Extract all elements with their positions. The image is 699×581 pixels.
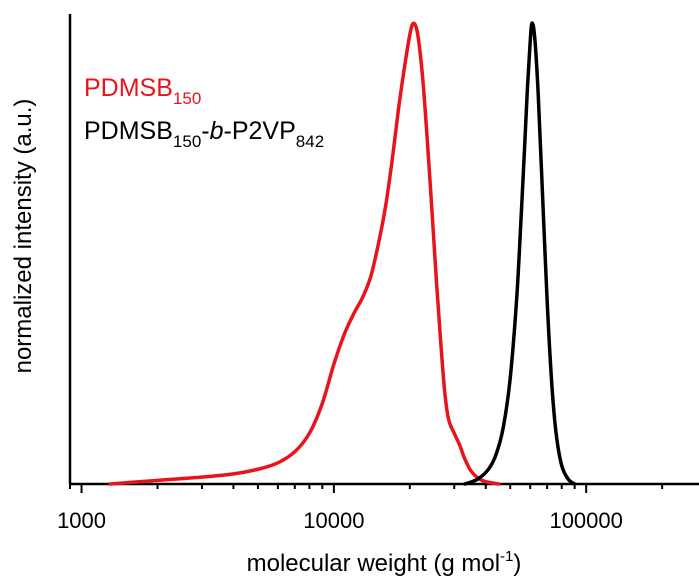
series-line-2 <box>462 21 577 486</box>
series-layer <box>108 21 577 486</box>
x-axis-ticks <box>69 484 664 493</box>
x-axis-tick-labels: 1000 10000 100000 <box>57 508 623 533</box>
y-axis-title: normalized intensity (a.u.) <box>10 99 37 374</box>
legend-entry-2: PDMSB150-b-P2VP842 <box>84 117 324 151</box>
x-tick-label: 100000 <box>549 508 622 533</box>
legend: PDMSB150 PDMSB150-b-P2VP842 <box>84 74 324 151</box>
plot-area: 1000 10000 100000 <box>57 14 699 533</box>
series-line-1 <box>108 21 501 486</box>
x-tick-label: 1000 <box>57 508 106 533</box>
x-axis-title: molecular weight (g mol-1) <box>247 548 522 577</box>
x-tick-label: 10000 <box>303 508 364 533</box>
legend-entry-1: PDMSB150 <box>84 74 201 108</box>
